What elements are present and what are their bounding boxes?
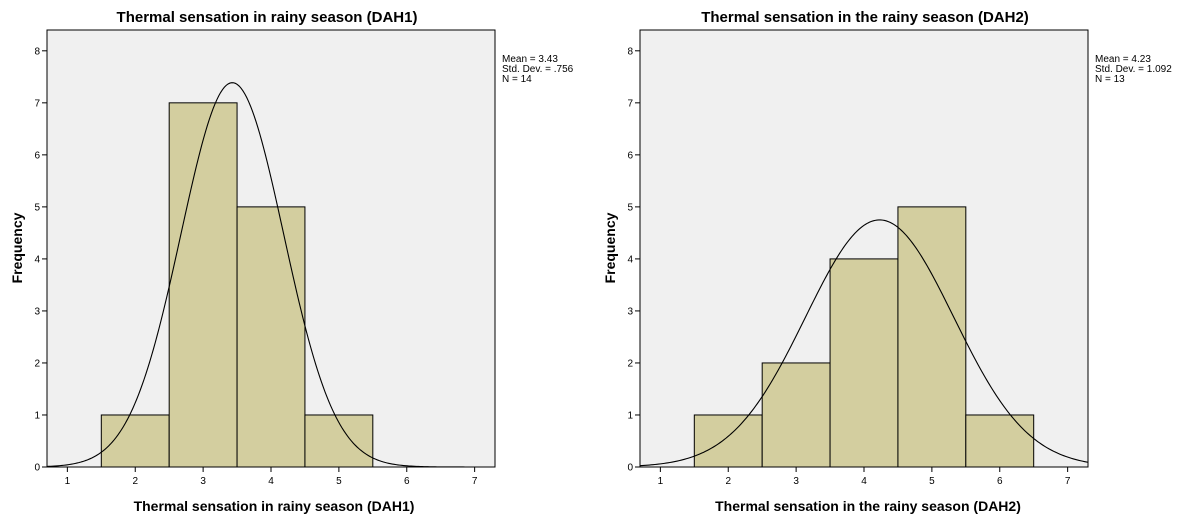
chart-title: Thermal sensation in rainy season (DAH1) xyxy=(117,9,418,26)
x-axis-title: Thermal sensation in the rainy season (D… xyxy=(715,498,1021,514)
histogram-panel-2: Thermal sensation in the rainy season (D… xyxy=(602,9,1172,514)
histogram-bar xyxy=(830,259,898,467)
y-tick-label: 4 xyxy=(627,254,633,265)
y-tick-label: 4 xyxy=(34,254,40,265)
x-tick-label: 3 xyxy=(793,476,799,487)
x-tick-label: 1 xyxy=(658,476,664,487)
x-tick-label: 6 xyxy=(404,476,410,487)
histogram-bar xyxy=(898,207,966,467)
x-tick-label: 5 xyxy=(336,476,342,487)
y-tick-label: 7 xyxy=(627,98,633,109)
x-tick-label: 6 xyxy=(997,476,1003,487)
y-tick-label: 2 xyxy=(34,358,40,369)
y-tick-label: 8 xyxy=(627,46,633,57)
y-tick-label: 6 xyxy=(627,150,633,161)
y-tick-label: 6 xyxy=(34,150,40,161)
y-tick-label: 8 xyxy=(34,46,40,57)
y-tick-label: 0 xyxy=(627,463,633,474)
x-tick-label: 7 xyxy=(472,476,478,487)
x-tick-label: 7 xyxy=(1065,476,1071,487)
y-axis-title: Frequency xyxy=(9,212,25,283)
x-axis-title: Thermal sensation in rainy season (DAH1) xyxy=(134,498,415,514)
x-tick-label: 5 xyxy=(929,476,935,487)
histogram-bar xyxy=(169,103,237,467)
y-tick-label: 5 xyxy=(627,202,633,213)
x-tick-label: 3 xyxy=(200,476,206,487)
x-tick-label: 4 xyxy=(268,476,274,487)
y-tick-label: 3 xyxy=(627,306,633,317)
histogram-bar xyxy=(762,363,830,467)
histogram-bar xyxy=(966,415,1034,467)
x-tick-label: 2 xyxy=(725,476,731,487)
y-tick-label: 0 xyxy=(34,463,40,474)
y-tick-label: 7 xyxy=(34,98,40,109)
x-tick-label: 4 xyxy=(861,476,867,487)
y-tick-label: 5 xyxy=(34,202,40,213)
histogram-bar xyxy=(101,415,169,467)
y-tick-label: 1 xyxy=(627,410,633,421)
histogram-bar xyxy=(694,415,762,467)
histogram-panel-1: Thermal sensation in rainy season (DAH1)… xyxy=(9,9,574,514)
y-tick-label: 1 xyxy=(34,410,40,421)
y-tick-label: 2 xyxy=(627,358,633,369)
x-tick-label: 1 xyxy=(65,476,71,487)
stats-text: N = 13 xyxy=(1095,74,1125,85)
histogram-bar xyxy=(237,207,305,467)
chart-title: Thermal sensation in the rainy season (D… xyxy=(701,9,1029,26)
x-tick-label: 2 xyxy=(132,476,138,487)
y-axis-title: Frequency xyxy=(602,212,618,283)
y-tick-label: 3 xyxy=(34,306,40,317)
stats-text: N = 14 xyxy=(502,74,532,85)
